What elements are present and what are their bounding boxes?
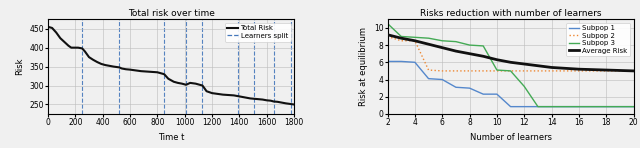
Subpop 3 <box>534 106 541 108</box>
Subpop 2 <box>493 70 500 72</box>
Subpop 1 <box>520 106 528 108</box>
Y-axis label: Risk: Risk <box>15 58 24 75</box>
Subpop 1 <box>438 79 446 80</box>
Title: Risks reduction with number of learners: Risks reduction with number of learners <box>420 9 602 18</box>
Average Risk <box>520 63 528 65</box>
Average Risk <box>397 37 405 39</box>
Y-axis label: Risk at equilibrium: Risk at equilibrium <box>359 27 368 106</box>
Subpop 2 <box>384 36 392 37</box>
Legend: Subpop 1, Subpop 2, Subpop 3, Average Risk: Subpop 1, Subpop 2, Subpop 3, Average Ri… <box>566 23 630 56</box>
Subpop 2 <box>438 70 446 72</box>
Subpop 1 <box>630 106 637 108</box>
Subpop 3 <box>452 41 460 42</box>
Average Risk <box>548 67 556 68</box>
Subpop 1 <box>507 106 515 108</box>
Average Risk <box>534 65 541 67</box>
Average Risk <box>589 69 596 70</box>
Line: Average Risk: Average Risk <box>388 35 634 71</box>
Subpop 2 <box>479 70 487 72</box>
Subpop 2 <box>397 40 405 42</box>
Subpop 3 <box>493 69 500 71</box>
Average Risk <box>616 70 624 71</box>
Subpop 3 <box>438 40 446 42</box>
Subpop 1 <box>493 93 500 95</box>
Subpop 3 <box>466 44 474 46</box>
Subpop 3 <box>425 37 433 39</box>
Subpop 3 <box>507 70 515 72</box>
Average Risk <box>452 50 460 52</box>
Subpop 1 <box>397 61 405 62</box>
Subpop 1 <box>411 61 419 63</box>
Subpop 2 <box>630 70 637 72</box>
X-axis label: Number of learners: Number of learners <box>470 133 552 142</box>
Subpop 2 <box>411 40 419 42</box>
Average Risk <box>561 67 569 69</box>
Line: Subpop 2: Subpop 2 <box>388 36 634 71</box>
Average Risk <box>602 69 610 71</box>
Average Risk <box>425 43 433 45</box>
Average Risk <box>507 61 515 63</box>
Average Risk <box>493 59 500 61</box>
Subpop 2 <box>507 70 515 72</box>
Subpop 1 <box>452 86 460 88</box>
Subpop 1 <box>479 93 487 95</box>
Average Risk <box>630 70 637 72</box>
Subpop 3 <box>384 23 392 24</box>
Subpop 2 <box>425 69 433 71</box>
Average Risk <box>438 47 446 49</box>
Subpop 3 <box>397 36 405 37</box>
Subpop 1 <box>425 78 433 79</box>
Subpop 2 <box>520 70 528 72</box>
Subpop 3 <box>548 106 556 108</box>
Subpop 1 <box>384 61 392 62</box>
Line: Subpop 3: Subpop 3 <box>388 24 634 107</box>
Line: Subpop 1: Subpop 1 <box>388 61 634 107</box>
Average Risk <box>384 34 392 36</box>
X-axis label: Time t: Time t <box>158 133 184 142</box>
Subpop 2 <box>466 70 474 72</box>
Subpop 3 <box>411 36 419 38</box>
Subpop 1 <box>466 87 474 89</box>
Subpop 1 <box>534 106 541 108</box>
Title: Total risk over time: Total risk over time <box>127 9 214 18</box>
Subpop 3 <box>630 106 637 108</box>
Legend: Total Risk, Learners split: Total Risk, Learners split <box>225 23 291 42</box>
Average Risk <box>466 53 474 55</box>
Subpop 3 <box>520 86 528 87</box>
Average Risk <box>479 55 487 57</box>
Subpop 3 <box>479 45 487 47</box>
Subpop 2 <box>452 70 460 72</box>
Average Risk <box>411 40 419 42</box>
Average Risk <box>575 68 583 70</box>
